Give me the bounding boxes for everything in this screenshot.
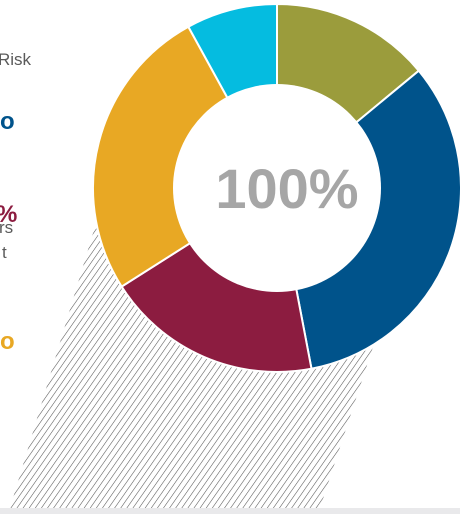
donut-hole	[173, 84, 381, 292]
text-fragment-rs: rs	[0, 218, 14, 237]
center-label: 100%	[215, 157, 358, 220]
bottom-bar	[0, 508, 460, 514]
text-fragment-risk: Risk	[0, 50, 32, 69]
text-fragment-maroon: %	[0, 203, 17, 227]
text-fragment-navy: o	[0, 108, 15, 135]
text-fragment-t: t	[2, 243, 7, 262]
text-fragment-gold: o	[0, 328, 15, 355]
